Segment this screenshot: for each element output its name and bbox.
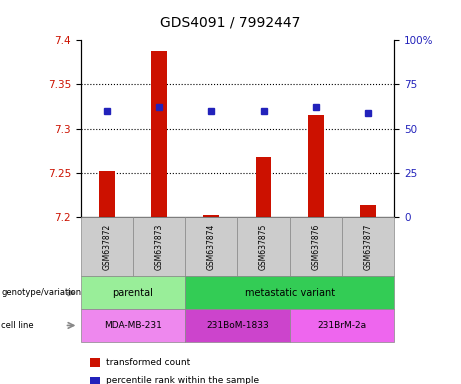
Text: parental: parental — [112, 288, 154, 298]
Bar — [151, 51, 167, 217]
Text: GSM637872: GSM637872 — [102, 223, 111, 270]
Bar — [256, 157, 272, 217]
Bar — [360, 205, 376, 217]
Text: GSM637874: GSM637874 — [207, 223, 216, 270]
Text: transformed count: transformed count — [106, 358, 190, 367]
Text: genotype/variation: genotype/variation — [1, 288, 82, 297]
Text: GSM637876: GSM637876 — [311, 223, 320, 270]
Text: GSM637875: GSM637875 — [259, 223, 268, 270]
Text: 231BrM-2a: 231BrM-2a — [317, 321, 366, 330]
Text: cell line: cell line — [1, 321, 34, 330]
Text: metastatic variant: metastatic variant — [245, 288, 335, 298]
Bar — [308, 114, 324, 217]
Text: percentile rank within the sample: percentile rank within the sample — [106, 376, 259, 384]
Text: MDA-MB-231: MDA-MB-231 — [104, 321, 162, 330]
Bar — [203, 215, 219, 217]
Text: GSM637877: GSM637877 — [364, 223, 372, 270]
Text: GSM637873: GSM637873 — [154, 223, 164, 270]
Bar — [99, 171, 115, 217]
Text: 231BoM-1833: 231BoM-1833 — [206, 321, 269, 330]
Text: GDS4091 / 7992447: GDS4091 / 7992447 — [160, 15, 301, 29]
